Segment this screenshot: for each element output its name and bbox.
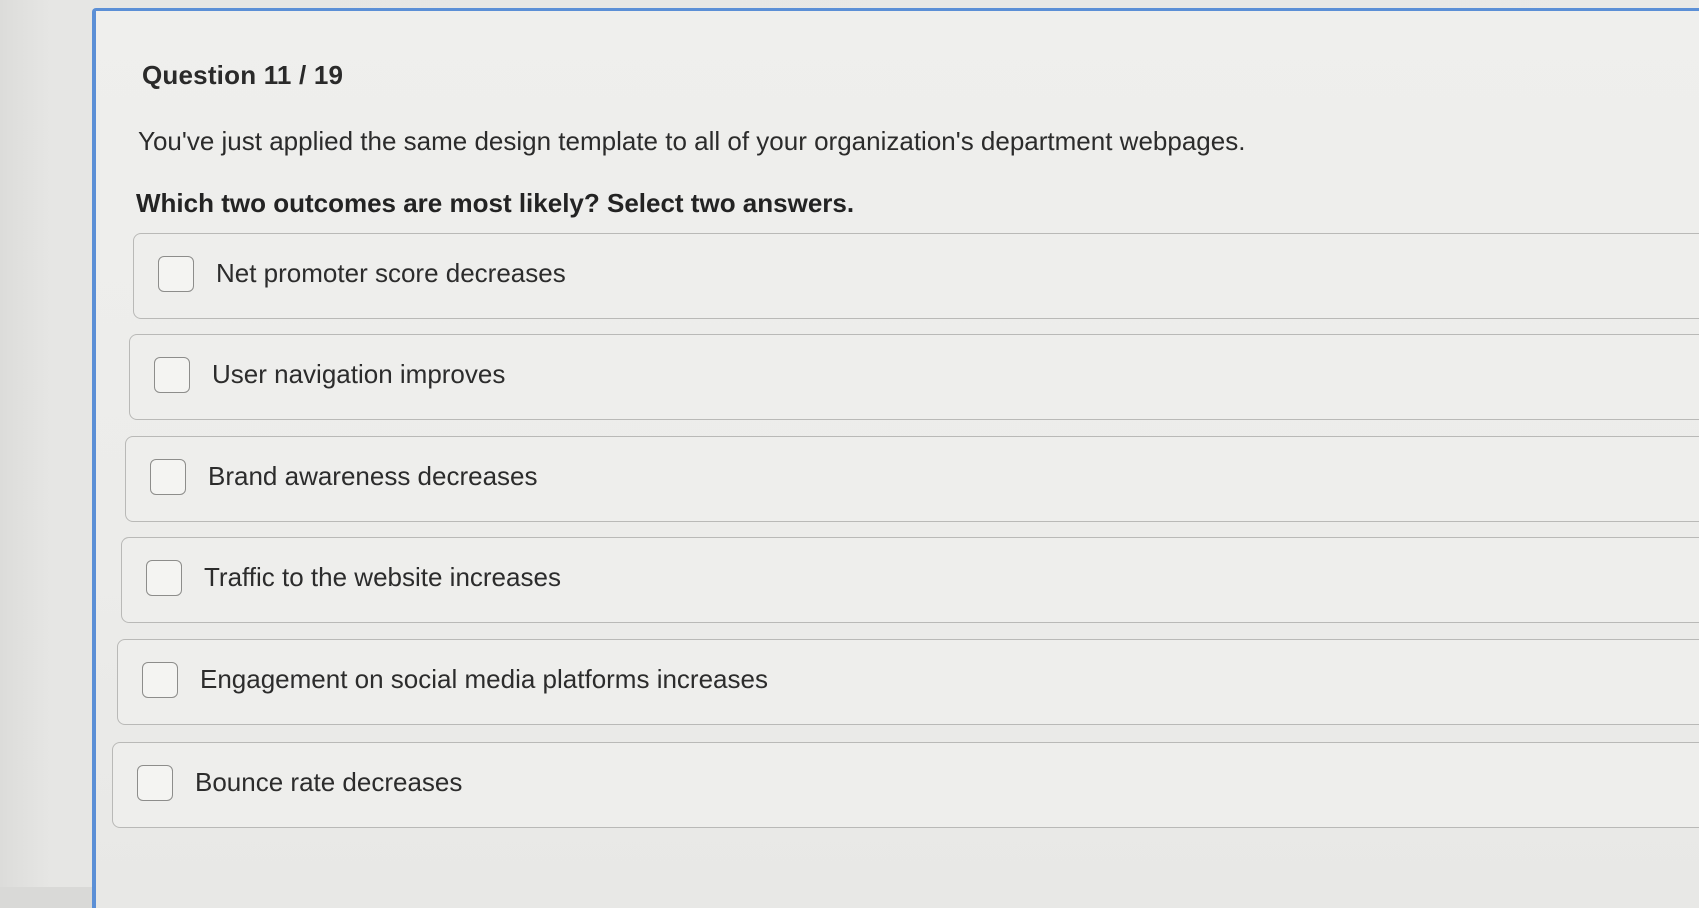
answer-option-label: User navigation improves: [212, 359, 506, 389]
answer-option-label: Brand awareness decreases: [208, 461, 538, 491]
answer-option-website-traffic[interactable]: Traffic to the website increases: [121, 537, 1699, 623]
answer-options: Net promoter score decreases User naviga…: [112, 233, 1699, 828]
question-number: Question 11 / 19: [142, 60, 344, 90]
answer-option-label: Traffic to the website increases: [204, 562, 561, 592]
question-stem: You've just applied the same design temp…: [138, 126, 1246, 156]
answer-option-label: Bounce rate decreases: [195, 767, 463, 797]
answer-option-label: Engagement on social media platforms inc…: [200, 664, 768, 694]
answer-option-label: Net promoter score decreases: [216, 258, 566, 288]
checkbox[interactable]: [137, 765, 173, 801]
checkbox[interactable]: [142, 662, 178, 698]
checkbox[interactable]: [158, 256, 194, 292]
answer-option-social-engagement[interactable]: Engagement on social media platforms inc…: [117, 639, 1699, 725]
checkbox[interactable]: [150, 459, 186, 495]
answer-option-bounce-rate[interactable]: Bounce rate decreases: [112, 742, 1699, 828]
checkbox[interactable]: [146, 560, 182, 596]
answer-option-brand-awareness[interactable]: Brand awareness decreases: [125, 436, 1699, 522]
checkbox[interactable]: [154, 357, 190, 393]
answer-option-user-navigation[interactable]: User navigation improves: [129, 334, 1699, 420]
answer-option-net-promoter-score[interactable]: Net promoter score decreases: [133, 233, 1699, 319]
question-instruction: Which two outcomes are most likely? Sele…: [136, 188, 855, 218]
